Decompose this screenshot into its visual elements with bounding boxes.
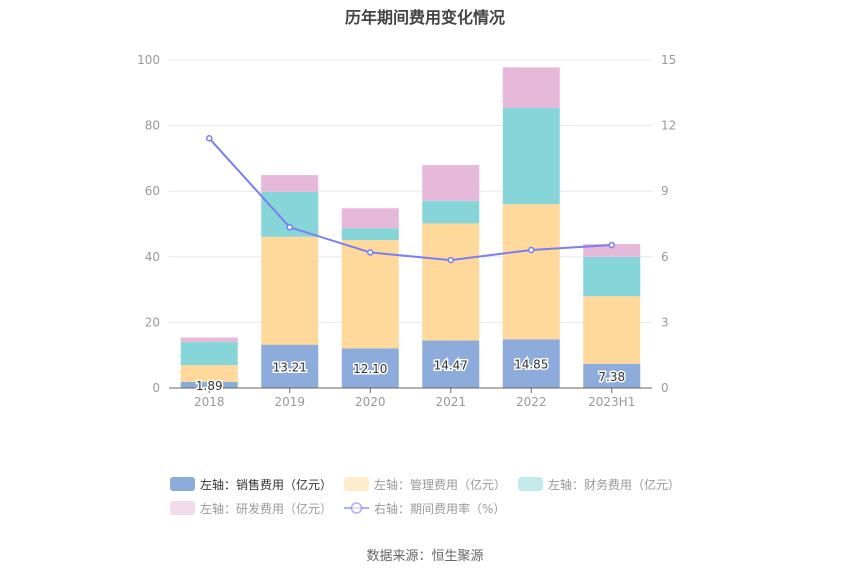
left-tick-label: 60 <box>145 184 160 198</box>
x-tick-label: 2022 <box>516 395 547 409</box>
right-axis-ticks: 0 3 6 9 12 15 <box>661 53 676 395</box>
bar-sales <box>502 339 560 388</box>
grid-lines <box>169 59 652 323</box>
left-axis-ticks: 0 20 40 60 80 100 <box>137 53 160 395</box>
bar-admin <box>341 240 399 349</box>
bar-value-label: 7.38 <box>598 370 625 384</box>
legend-row: 左轴：销售费用（亿元） 左轴：管理费用（亿元） 左轴：财务费用（亿元） <box>170 472 710 496</box>
legend-item-rnd[interactable]: 左轴：研发费用（亿元） <box>170 500 332 517</box>
legend-swatch-icon <box>170 477 195 491</box>
bar-value-label: 13.21 <box>273 360 307 374</box>
bar-sales <box>422 340 480 388</box>
right-tick-label: 6 <box>661 250 669 264</box>
legend-item-finance[interactable]: 左轴：财务费用（亿元） <box>518 476 680 493</box>
chart-title: 历年期间费用变化情况 <box>344 8 505 27</box>
rate-point <box>608 241 615 249</box>
legend-swatch-icon <box>518 477 544 491</box>
rate-point <box>206 135 213 142</box>
left-tick-label: 0 <box>152 381 160 395</box>
x-tick-label: 2019 <box>274 395 305 409</box>
legend-label: 左轴：销售费用（亿元） <box>200 477 333 492</box>
bar-rnd <box>583 244 641 257</box>
rate-point <box>286 224 293 231</box>
legend-label: 右轴：期间费用率（%） <box>374 501 506 516</box>
bar-admin <box>502 204 560 340</box>
bar-sales <box>583 363 641 388</box>
left-tick-label: 20 <box>145 315 160 329</box>
bar-rnd <box>422 165 480 201</box>
bar-value-label: 14.47 <box>434 358 468 372</box>
legend-item-admin[interactable]: 左轴：管理费用（亿元） <box>344 476 506 493</box>
rate-point <box>367 249 374 256</box>
bar-finance <box>180 342 238 366</box>
x-tick-label: 2023H1 <box>588 395 635 409</box>
rate-point <box>528 246 535 254</box>
x-tick-label: 2020 <box>355 395 386 409</box>
bar-admin <box>180 365 238 382</box>
rate-line-path <box>208 137 612 262</box>
bar-sales <box>180 381 238 388</box>
bar-rnd <box>502 67 560 109</box>
legend-row: 左轴：研发费用（亿元） 右轴：期间费用率（%） <box>170 496 710 520</box>
rate-point <box>447 256 454 264</box>
bar-finance <box>341 228 399 241</box>
rate-line <box>206 135 615 264</box>
legend-label: 左轴：财务费用（亿元） <box>548 477 681 492</box>
bar-finance <box>422 200 480 224</box>
left-tick-label: 40 <box>145 250 160 264</box>
bar-sales <box>261 344 319 388</box>
right-tick-label: 9 <box>661 184 669 198</box>
legend-label: 左轴：管理费用（亿元） <box>374 477 507 492</box>
x-tick-label: 2018 <box>194 395 225 409</box>
left-tick-label: 80 <box>145 119 160 133</box>
bar-admin <box>422 223 480 341</box>
bar-rnd <box>180 337 238 343</box>
bar-admin <box>261 236 319 345</box>
bar-admin <box>583 296 641 364</box>
legend-item-sales[interactable]: 左轴：销售费用（亿元） <box>170 476 332 493</box>
bars <box>180 67 641 388</box>
right-tick-label: 15 <box>661 53 676 67</box>
bar-rnd <box>341 208 399 229</box>
bar-rnd <box>261 175 319 192</box>
bar-value-label: 1.89 <box>196 379 223 393</box>
legend: 左轴：销售费用（亿元） 左轴：管理费用（亿元） 左轴：财务费用（亿元） 左轴：研发费… <box>170 472 710 520</box>
bar-finance <box>583 256 641 297</box>
bar-value-label: 14.85 <box>514 358 548 372</box>
legend-swatch-icon <box>344 477 370 491</box>
right-tick-label: 3 <box>661 315 669 329</box>
data-source: 数据来源：恒生聚源 <box>366 549 484 564</box>
legend-line-circle-icon <box>344 502 370 514</box>
right-tick-label: 0 <box>661 381 669 395</box>
x-tick-label: 2021 <box>435 395 466 409</box>
bar-labels: 1.89 13.21 12.10 14.47 14.85 7.38 <box>194 356 626 394</box>
legend-label: 左轴：研发费用（亿元） <box>200 501 333 516</box>
right-tick-label: 12 <box>661 119 676 133</box>
left-tick-label: 100 <box>137 53 160 67</box>
bar-sales <box>341 348 399 388</box>
legend-item-rate[interactable]: 右轴：期间费用率（%） <box>344 500 505 517</box>
x-axis: 2018 2019 2020 2021 2022 2023H1 <box>169 387 652 409</box>
bar-value-label: 12.10 <box>353 362 387 376</box>
bar-finance <box>502 108 560 205</box>
legend-swatch-icon <box>170 501 195 515</box>
